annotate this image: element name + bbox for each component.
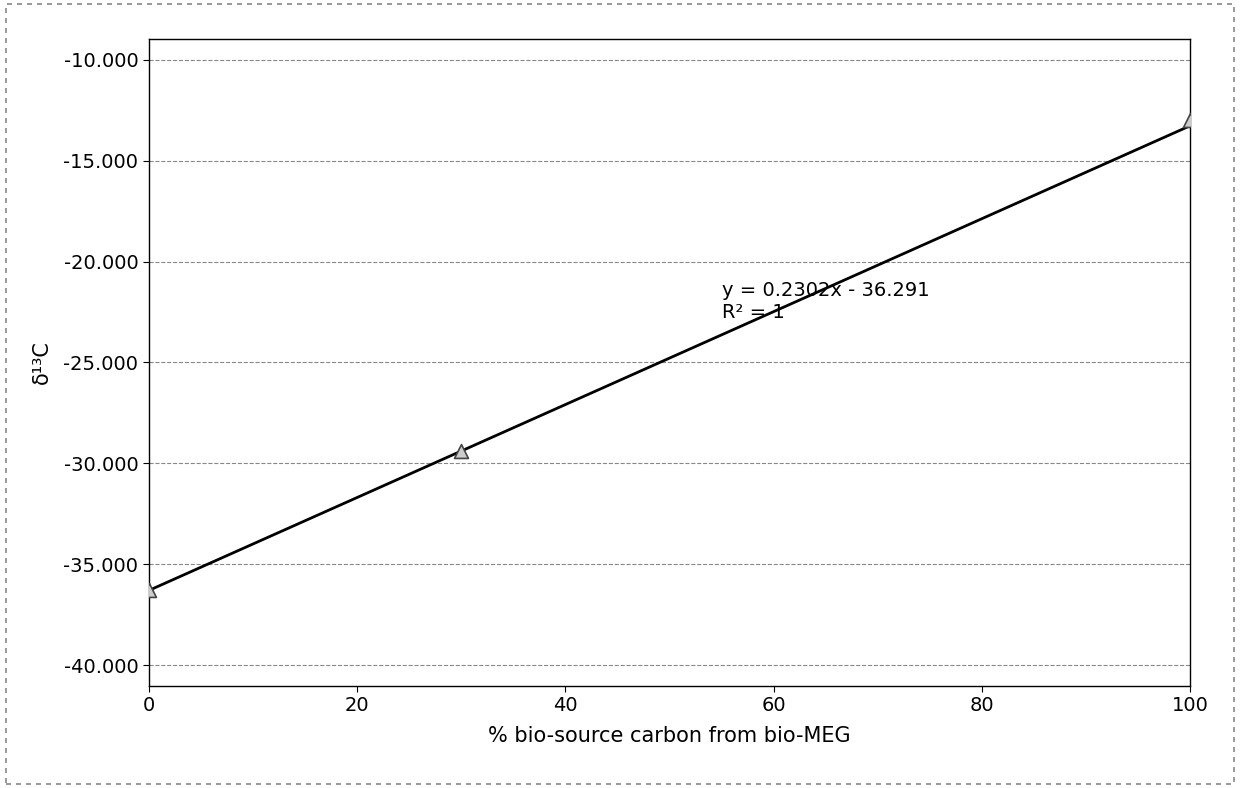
Point <box>1180 114 1200 127</box>
Point <box>451 444 471 457</box>
X-axis label: % bio-source carbon from bio-MEG: % bio-source carbon from bio-MEG <box>489 726 851 746</box>
Point <box>139 584 159 597</box>
Y-axis label: δ¹³C: δ¹³C <box>32 340 52 385</box>
Text: y = 0.2302x - 36.291
R² = 1: y = 0.2302x - 36.291 R² = 1 <box>722 281 929 322</box>
